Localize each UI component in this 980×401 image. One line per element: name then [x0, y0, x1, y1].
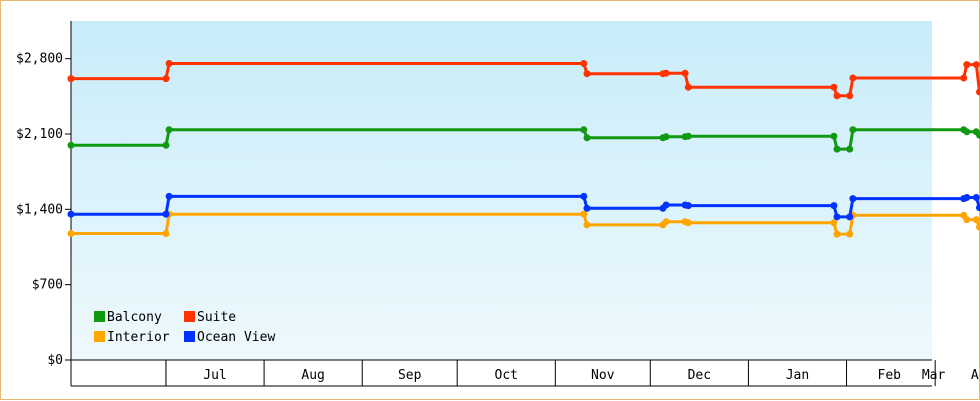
legend-label-interior: Interior: [107, 330, 170, 345]
legend-label-ocean-view: Ocean View: [197, 330, 275, 345]
y-tick-label: $0: [47, 353, 63, 368]
data-point: [846, 231, 853, 238]
x-tick-label: Oct: [495, 368, 518, 383]
data-point: [584, 134, 591, 141]
x-tick-label: Aug: [301, 368, 324, 383]
data-point: [163, 230, 170, 237]
data-point: [685, 84, 692, 91]
x-axis-ticks: JulAugSepOctNovDecJanFebMarAprMayJunJulA…: [166, 360, 980, 386]
data-point: [68, 142, 75, 149]
data-point: [830, 133, 837, 140]
x-tick-label: Jan: [786, 368, 809, 383]
data-point: [849, 126, 856, 133]
y-tick-label: $700: [32, 278, 63, 293]
data-point: [163, 75, 170, 82]
data-point: [663, 202, 670, 209]
data-point: [685, 202, 692, 209]
data-point: [663, 133, 670, 140]
data-point: [973, 61, 980, 68]
data-point: [830, 202, 837, 209]
data-point: [846, 146, 853, 153]
x-tick-label: Feb: [878, 368, 902, 383]
y-tick-label: $2,100: [16, 127, 63, 142]
data-point: [163, 211, 170, 218]
data-point: [846, 92, 853, 99]
data-point: [68, 75, 75, 82]
data-point: [68, 211, 75, 218]
data-point: [834, 213, 841, 220]
legend-swatch-interior: [94, 331, 105, 342]
y-tick-label: $2,800: [16, 52, 63, 67]
x-tick-label: Mar: [922, 368, 946, 383]
x-tick-label: Apr: [971, 368, 980, 383]
data-point: [849, 75, 856, 82]
data-point: [976, 204, 980, 211]
data-point: [849, 195, 856, 202]
data-point: [976, 89, 980, 96]
data-point: [163, 142, 170, 149]
data-point: [963, 61, 970, 68]
data-point: [580, 211, 587, 218]
data-point: [830, 219, 837, 226]
y-tick-label: $1,400: [16, 202, 63, 217]
data-point: [584, 205, 591, 212]
data-point: [834, 231, 841, 238]
data-point: [166, 60, 173, 67]
data-point: [963, 128, 970, 135]
data-point: [846, 213, 853, 220]
data-point: [682, 70, 689, 77]
data-point: [973, 194, 980, 201]
data-point: [963, 194, 970, 201]
data-point: [584, 221, 591, 228]
data-point: [960, 75, 967, 82]
x-tick-label: Nov: [591, 368, 615, 383]
data-point: [663, 218, 670, 225]
data-point: [830, 84, 837, 91]
legend-label-balcony: Balcony: [107, 310, 162, 325]
data-point: [685, 133, 692, 140]
data-point: [963, 216, 970, 223]
x-tick-label: Dec: [688, 368, 711, 383]
data-point: [834, 92, 841, 99]
legend-label-suite: Suite: [197, 310, 236, 325]
data-point: [68, 230, 75, 237]
data-point: [580, 126, 587, 133]
data-point: [580, 60, 587, 67]
legend-swatch-ocean-view: [184, 331, 195, 342]
data-point: [584, 70, 591, 77]
y-axis-ticks: $0 $700 $1,400 $2,100 $2,800: [16, 52, 71, 368]
data-point: [834, 146, 841, 153]
legend-swatch-suite: [184, 311, 195, 322]
data-point: [580, 193, 587, 200]
x-tick-label: Jul: [203, 368, 226, 383]
data-point: [973, 216, 980, 223]
data-point: [663, 70, 670, 77]
x-tick-label: Sep: [398, 368, 422, 383]
data-point: [685, 219, 692, 226]
legend-swatch-balcony: [94, 311, 105, 322]
data-point: [166, 193, 173, 200]
data-point: [976, 224, 980, 231]
data-point: [166, 126, 173, 133]
